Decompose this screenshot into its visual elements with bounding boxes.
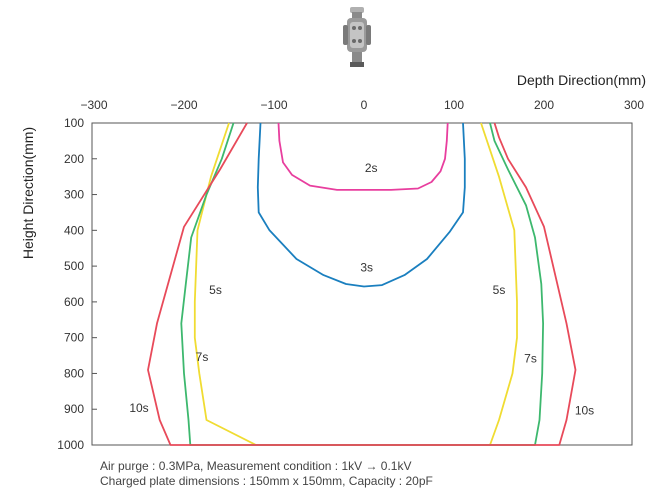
x-tick-label: −100 — [260, 98, 287, 112]
y-tick-label: 100 — [64, 116, 84, 130]
curve-label-5s: 5s — [493, 283, 506, 297]
x-axis-ticks: −300 −200 −100 0 100 200 300 — [80, 98, 644, 112]
x-tick-label: 100 — [444, 98, 464, 112]
curve-label-3s: 3s — [360, 260, 373, 274]
curve-label-2s: 2s — [365, 161, 378, 175]
curve-label-10s: 10s — [575, 404, 594, 418]
curve-label-10s: 10s — [129, 401, 148, 415]
x-tick-label: 200 — [534, 98, 554, 112]
y-tick-label: 400 — [64, 223, 84, 237]
curve-label-layer: 2s 3s 5s 5s 7s 7s 10s 10s — [129, 161, 594, 418]
y-tick-label: 500 — [64, 259, 84, 273]
series-line-10s — [147, 122, 577, 446]
note-air-purge: Air purge : 0.3MPa, Measurement conditio… — [100, 459, 412, 473]
x-axis-title: Depth Direction(mm) — [517, 72, 646, 88]
series-line-2s — [277, 122, 449, 191]
x-tick-label: −300 — [80, 98, 107, 112]
y-tick-label: 800 — [64, 366, 84, 380]
y-tick-label: 1000 — [57, 438, 84, 452]
plot-frame — [91, 122, 633, 446]
y-tick-label: 300 — [64, 188, 84, 202]
curve-label-7s: 7s — [196, 350, 209, 364]
y-axis-title: Height Direction(mm) — [20, 127, 36, 259]
curve-label-7s: 7s — [524, 352, 537, 366]
note-plate-dimensions: Charged plate dimensions : 150mm x 150mm… — [100, 474, 433, 488]
y-tick-label: 600 — [64, 295, 84, 309]
x-tick-label: −200 — [170, 98, 197, 112]
y-tick-label: 200 — [64, 152, 84, 166]
series-line-5s — [193, 122, 518, 446]
y-tick-label: 700 — [64, 331, 84, 345]
series-layer — [147, 122, 577, 446]
x-tick-label: 0 — [361, 98, 368, 112]
curve-label-5s: 5s — [209, 283, 222, 297]
series-line-7s — [180, 122, 544, 446]
series-line-3s — [256, 122, 466, 288]
y-tick-label: 900 — [64, 402, 84, 416]
x-tick-label: 300 — [624, 98, 644, 112]
y-axis-ticks: 100 200 300 400 500 600 700 800 900 1000 — [57, 116, 97, 452]
ionizer-device-icon — [343, 7, 371, 67]
